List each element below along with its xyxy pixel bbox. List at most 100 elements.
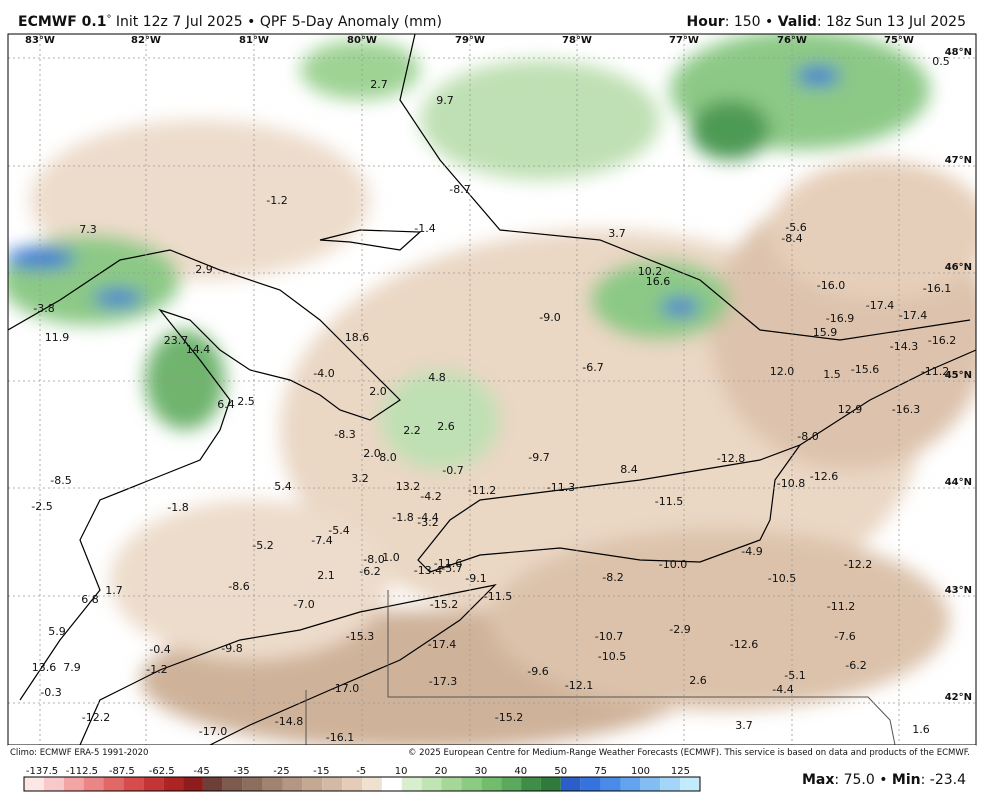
latitude-label: 45°N — [945, 370, 972, 381]
point-value: 6.8 — [81, 593, 99, 606]
point-value: -12.2 — [844, 558, 872, 571]
point-value: -10.0 — [659, 558, 687, 571]
colorbar-swatch — [242, 777, 263, 791]
point-value: -11.3 — [547, 481, 575, 494]
point-value: -17.4 — [428, 638, 456, 651]
text-piece: : 75.0 • — [834, 772, 892, 788]
graticule — [8, 34, 976, 745]
point-value: -8.6 — [228, 580, 249, 593]
colorbar-label: 20 — [435, 766, 448, 777]
point-value: 2.7 — [370, 78, 388, 91]
text-piece: : -23.4 — [921, 772, 966, 788]
point-value: -10.8 — [777, 477, 805, 490]
point-value: 2.5 — [237, 395, 255, 408]
point-value: 23.7 — [164, 334, 189, 347]
point-value: -8.0 — [797, 430, 818, 443]
point-value: 16.6 — [646, 275, 671, 288]
latitude-label: 46°N — [945, 262, 972, 273]
text-piece: ECMWF 0.1 — [18, 14, 106, 30]
colorbar-label: -45 — [193, 766, 209, 777]
point-value: 1.6 — [912, 723, 930, 736]
colorbar-label: -62.5 — [149, 766, 175, 777]
point-value: -9.7 — [528, 451, 549, 464]
point-value: -14.3 — [890, 340, 918, 353]
point-value: -8.2 — [602, 571, 623, 584]
longitude-label: 79°W — [455, 35, 485, 46]
point-value: -17.0 — [331, 682, 359, 695]
point-value: 8.4 — [620, 463, 638, 476]
colorbar-swatch — [282, 777, 303, 791]
point-value: -16.0 — [817, 279, 845, 292]
colorbar-swatch — [103, 777, 124, 791]
point-value: -3.2 — [417, 516, 438, 529]
colorbar-swatch — [540, 777, 561, 791]
climo-note: Climo: ECMWF ERA-5 1991-2020 — [10, 748, 148, 758]
colorbar-swatch — [63, 777, 84, 791]
point-value: -1.2 — [146, 663, 167, 676]
point-value: 12.0 — [770, 365, 795, 378]
colorbar-swatch — [401, 777, 422, 791]
colorbar-label: 100 — [631, 766, 650, 777]
point-value: -5.1 — [784, 669, 805, 682]
colorbar-swatch — [83, 777, 104, 791]
point-value: -16.9 — [826, 312, 854, 325]
point-value: -15.3 — [346, 630, 374, 643]
point-value: -6.2 — [359, 565, 380, 578]
point-value: -9.8 — [221, 642, 242, 655]
colorbar-swatch — [163, 777, 184, 791]
text-piece: ° — [106, 14, 111, 25]
point-value: 2.0 — [363, 447, 381, 460]
colorbar-swatch — [322, 777, 343, 791]
point-value: -6.7 — [582, 361, 603, 374]
point-value: -7.0 — [293, 598, 314, 611]
colorbar-swatch — [560, 777, 581, 791]
colorbar-frame — [23, 776, 701, 792]
point-value: 3.7 — [608, 227, 626, 240]
point-value: -12.1 — [565, 679, 593, 692]
point-value: 7.9 — [63, 661, 81, 674]
longitude-label: 81°W — [239, 35, 269, 46]
colorbar-swatch — [222, 777, 243, 791]
point-value: -12.8 — [717, 452, 745, 465]
colorbar-swatch — [600, 777, 621, 791]
colorbar-label: -112.5 — [66, 766, 98, 777]
point-value: -12.6 — [810, 470, 838, 483]
point-value: -2.9 — [669, 623, 690, 636]
colorbar-label: -137.5 — [26, 766, 58, 777]
point-value: -8.4 — [781, 232, 802, 245]
latitude-label: 47°N — [945, 155, 972, 166]
point-value: -10.7 — [595, 630, 623, 643]
longitude-label: 76°W — [777, 35, 807, 46]
colorbar-label: 10 — [395, 766, 408, 777]
point-value: 9.7 — [436, 94, 454, 107]
colorbar-swatch — [183, 777, 203, 791]
point-value: -12.6 — [730, 638, 758, 651]
text-piece: Valid — [778, 14, 817, 30]
point-value: -10.5 — [768, 572, 796, 585]
point-value: -4.9 — [741, 545, 762, 558]
point-value: -8.7 — [449, 183, 470, 196]
point-value: 3.7 — [735, 719, 753, 732]
point-value: 10.2 — [638, 265, 663, 278]
colorbar-label: 40 — [514, 766, 527, 777]
point-value: -2.5 — [31, 500, 52, 513]
point-value: 13.6 — [32, 661, 57, 674]
point-value: -6.2 — [845, 659, 866, 672]
point-value: -5.4 — [328, 524, 349, 537]
footer-band — [8, 745, 976, 758]
colorbar-swatch — [24, 777, 44, 791]
point-value: -10.5 — [598, 650, 626, 663]
colorbar-swatch — [680, 777, 700, 791]
point-value: 4.8 — [428, 371, 446, 384]
point-value: -8.5 — [50, 474, 71, 487]
point-value: -16.1 — [326, 731, 354, 744]
colorbar-swatch — [441, 777, 462, 791]
colorbar-swatch — [302, 777, 323, 791]
point-value: -5.2 — [252, 539, 273, 552]
point-value: -11.2 — [468, 484, 496, 497]
point-value: 0.5 — [932, 55, 950, 68]
point-value: -1.8 — [392, 511, 413, 524]
point-value: -11.2 — [921, 365, 949, 378]
colorbar-swatch — [43, 777, 64, 791]
colorbar-swatch — [262, 777, 283, 791]
